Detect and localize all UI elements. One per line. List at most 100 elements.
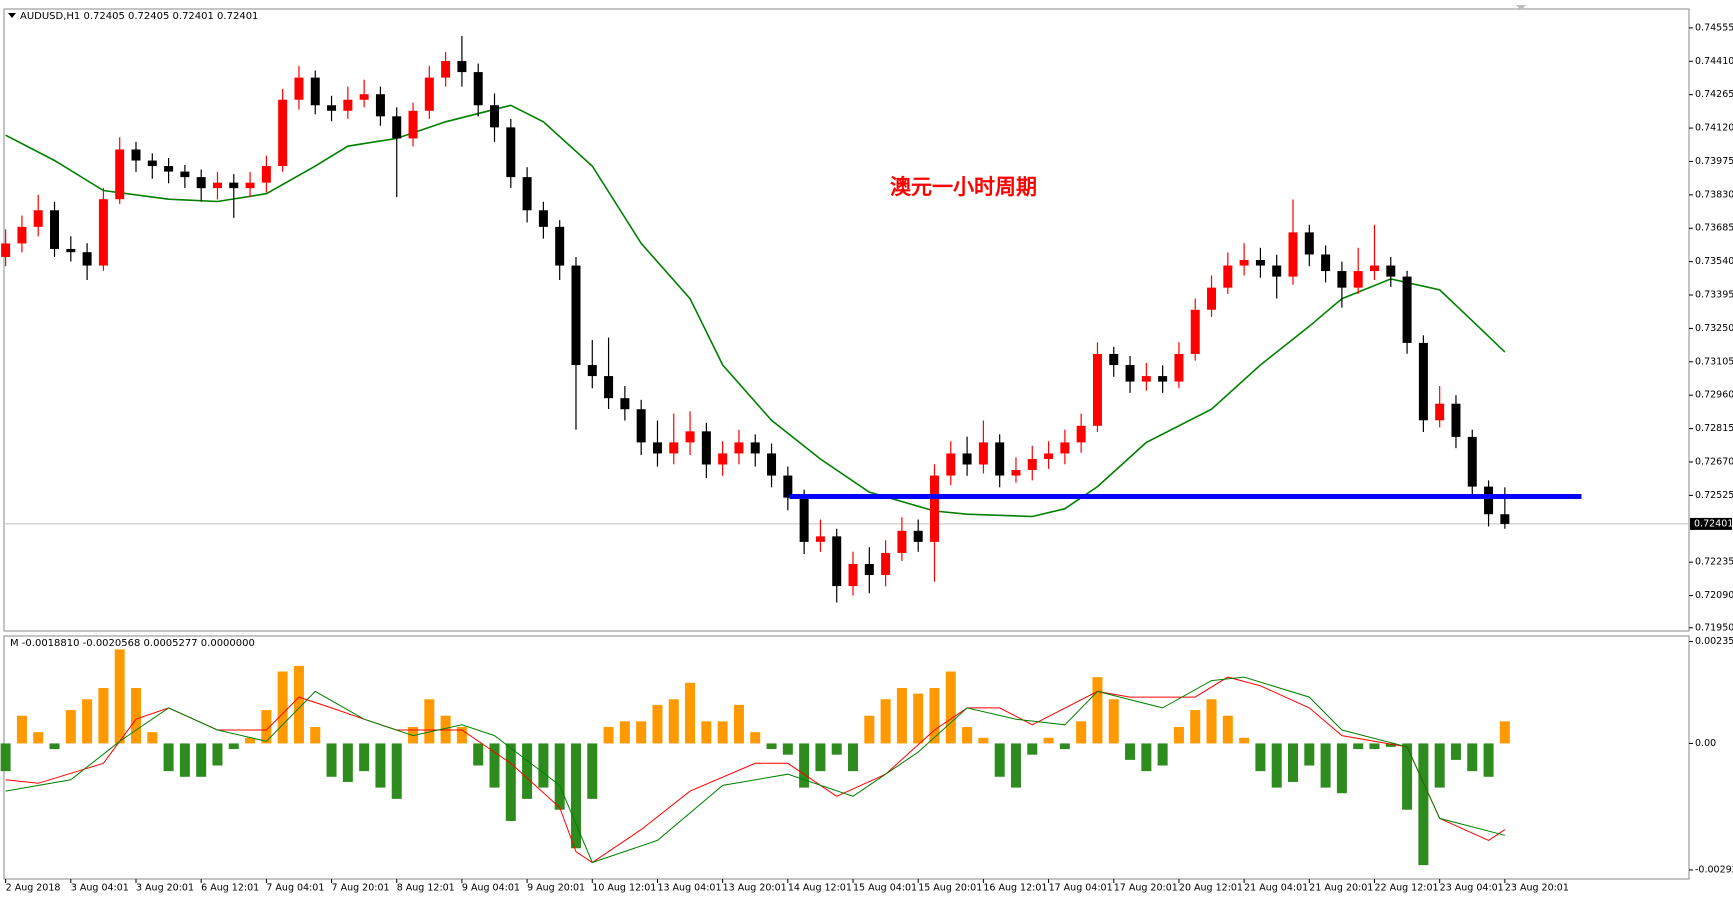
momentum-bar [245,737,256,744]
scroll-arrow [1516,5,1526,10]
momentum-bar [1108,699,1119,744]
y-tick-label: 0.73105 [1695,356,1733,367]
candle-body [408,110,418,139]
candle-body [832,536,842,587]
x-tick-label: 21 Aug 20:01 [1309,883,1373,894]
momentum-bar [652,704,663,744]
momentum-bar [913,693,924,744]
candle-body [441,61,451,78]
candle-body [375,94,385,117]
momentum-bar [179,743,190,777]
momentum-bar [1141,743,1152,772]
y-tick-label: 0.72090 [1695,590,1733,601]
moving-average [5,104,1506,518]
candle-body [587,365,597,377]
candle-body [1125,365,1135,382]
candle-body [1027,458,1037,471]
candle-body [50,210,60,249]
candle-body [245,182,255,189]
candle-body [995,442,1005,476]
x-tick-label: 3 Aug 20:01 [136,883,194,894]
x-tick-label: 8 Aug 12:01 [397,883,455,894]
candle-body [864,563,874,576]
y-tick-label: 0.73395 [1695,290,1733,301]
candle-body [1207,287,1217,310]
momentum-bar [701,721,712,744]
momentum-bar [147,732,158,744]
candle-body [196,177,206,189]
candle-body [636,409,646,443]
x-tick-label: 23 Aug 20:01 [1505,883,1569,894]
momentum-bar [896,687,907,744]
candle-body [506,127,516,178]
x-tick-label: 23 Aug 04:01 [1440,883,1504,894]
last-price-box [1690,517,1732,530]
y-tick-label: 0.002352 [1695,636,1733,647]
candle-body [799,497,809,542]
candle-body [718,453,728,465]
momentum-bar [114,649,125,744]
candle-body [1288,232,1298,277]
y-tick-label: -0.002921 [1695,864,1733,875]
momentum-bar [473,743,484,766]
candle-body [310,77,320,106]
x-tick-label: 17 Aug 20:01 [1114,883,1178,894]
momentum-bar [587,743,598,799]
candle-body [652,442,662,454]
x-tick-label: 20 Aug 12:01 [1179,883,1243,894]
momentum-bar [277,671,288,744]
momentum-bar [391,743,402,799]
candle-body [522,177,532,211]
y-tick-label: 0.72815 [1695,423,1733,434]
candle-body [929,475,939,542]
momentum-bar [424,699,435,744]
x-tick-label: 3 Aug 04:01 [71,883,129,894]
momentum-bar [717,721,728,744]
candle-body [229,182,239,189]
candle-body [131,149,141,161]
candle-body [1060,442,1070,454]
momentum-bar [685,682,696,744]
candle-body [897,530,907,553]
signal-line [5,676,1506,864]
momentum-bar [799,743,810,788]
candle-body [1500,514,1510,524]
candle-body [1272,265,1282,277]
candle-body [685,431,695,443]
candle-body [1190,309,1200,354]
candle-body [913,530,923,542]
candle-body [327,105,337,111]
candle-body [815,536,825,542]
last-price-label: 0.72401 [1694,518,1733,529]
momentum-bar [1418,743,1429,866]
momentum-bar [1499,721,1510,744]
candle-body [701,431,711,465]
candle-body [1,243,11,258]
candle-body [538,210,548,227]
candle-body [1337,271,1347,288]
candle-body [115,149,125,200]
y-tick-label: 0.73830 [1695,189,1733,200]
momentum-bar [228,743,239,750]
candle-body [147,160,157,167]
momentum-bar [1027,743,1038,755]
momentum-bar [1369,743,1380,750]
momentum-bar [603,726,614,744]
x-tick-label: 2 Aug 2018 [6,883,61,894]
momentum-bar [342,743,353,782]
x-tick-label: 21 Aug 04:01 [1244,883,1308,894]
candle-body [164,166,174,172]
momentum-bar [766,743,777,750]
momentum-bar [1059,743,1070,750]
candle-body [620,398,630,410]
menu-arrow [8,13,16,18]
momentum-bar [359,743,370,772]
x-tick-label: 16 Aug 12:01 [983,883,1047,894]
momentum-bar [505,743,516,821]
x-tick-label: 14 Aug 12:01 [788,883,852,894]
y-tick-label: 0.74265 [1695,89,1733,100]
x-tick-label: 6 Aug 12:01 [201,883,259,894]
x-tick-label: 10 Aug 12:01 [592,883,656,894]
momentum-bar [1353,743,1364,750]
candle-body [1353,271,1363,288]
